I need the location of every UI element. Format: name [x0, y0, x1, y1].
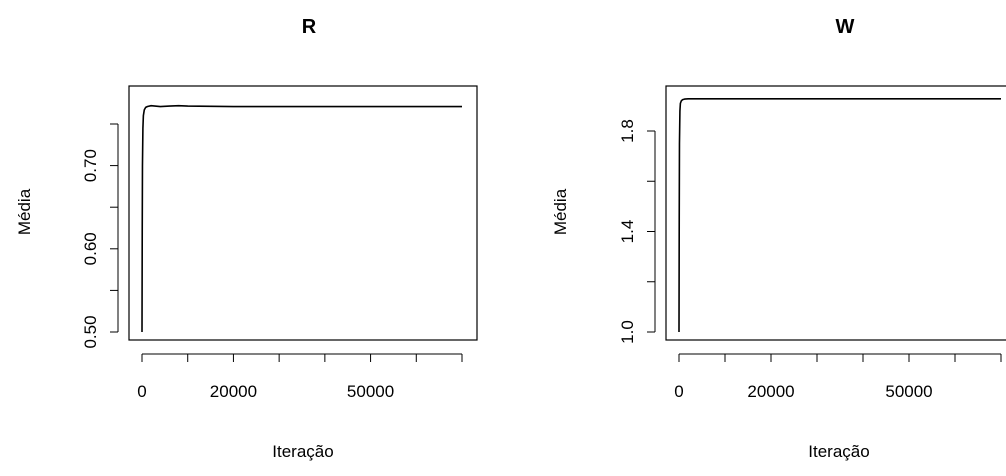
plot-box: [665, 85, 1006, 341]
x-axis: 0 20000 50000: [137, 353, 463, 401]
y-axis-label: Média: [551, 188, 570, 235]
series-group: [141, 104, 462, 333]
chart-title: R: [302, 16, 317, 38]
x-tick-label: 0: [674, 382, 683, 401]
y-tick-label: 0.60: [81, 232, 100, 265]
x-tick-label: 20000: [210, 382, 257, 401]
series-group: [678, 98, 1001, 333]
chart-title: W: [836, 16, 855, 38]
x-axis: 0 20000 50000: [674, 353, 1002, 401]
chart-panel-w: W Iteração Média 0 20000 50000 1.0 1.4 1.8: [551, 16, 1006, 461]
y-tick-label: 0.50: [81, 315, 100, 348]
y-tick-label: 1.4: [618, 220, 637, 244]
y-axis-label: Média: [15, 188, 34, 235]
y-axis: 0.50 0.60 0.70: [81, 123, 119, 349]
y-tick-label: 1.8: [618, 119, 637, 143]
y-tick-label: 1.0: [618, 320, 637, 344]
plot-box: [128, 85, 478, 341]
chart-panel-r: R Iteração Média 0 20000 50000 0.50 0.60 0.7…: [15, 16, 478, 461]
x-tick-label: 50000: [347, 382, 394, 401]
x-tick-label: 50000: [885, 382, 932, 401]
x-tick-label: 0: [137, 382, 146, 401]
x-tick-label: 20000: [747, 382, 794, 401]
series-line: [141, 104, 462, 333]
x-axis-label: Iteração: [272, 442, 333, 461]
y-tick-label: 0.70: [81, 149, 100, 182]
series-line: [678, 98, 1001, 333]
x-axis-label: Iteração: [808, 442, 869, 461]
y-axis: 1.0 1.4 1.8: [618, 119, 656, 344]
